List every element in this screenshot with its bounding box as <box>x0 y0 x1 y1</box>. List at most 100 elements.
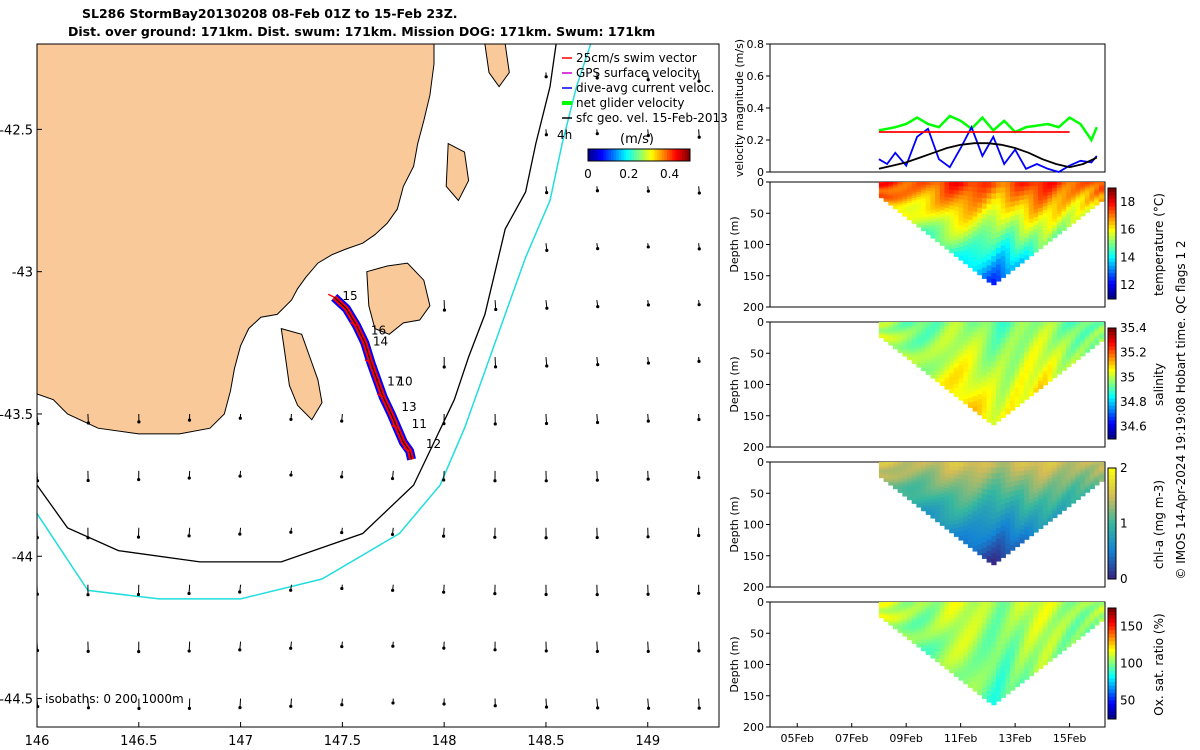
section-cell <box>1019 624 1025 630</box>
section-cell <box>1010 211 1016 217</box>
section-cell <box>1066 191 1072 195</box>
section-cell <box>1005 253 1011 260</box>
section-cell <box>930 353 936 357</box>
section-cell <box>883 478 889 480</box>
section-cell <box>1094 342 1100 345</box>
legend-item: 25cm/s swim vector <box>576 51 697 65</box>
section-cell <box>892 329 899 332</box>
section-cell <box>1005 462 1011 468</box>
section-cell <box>1056 356 1063 361</box>
section-cell <box>1028 502 1035 508</box>
section-cell <box>1000 514 1006 521</box>
section-cell <box>1024 466 1030 472</box>
section-cell <box>1033 220 1039 226</box>
section-cell <box>991 182 997 189</box>
section-cell <box>1033 621 1039 626</box>
current-vector-head <box>646 592 650 596</box>
section-cell <box>911 361 917 364</box>
section-cell <box>1084 620 1091 623</box>
section-cell <box>1084 613 1091 616</box>
section-cell <box>935 361 941 366</box>
section-cell <box>1028 531 1035 537</box>
section-cell <box>878 335 885 338</box>
section-cell <box>995 673 1002 680</box>
section-cell <box>1038 624 1044 629</box>
section-cell <box>878 472 885 474</box>
section-cell <box>878 466 885 468</box>
section-cell <box>1066 626 1072 630</box>
section-cell <box>991 530 997 537</box>
section-cell <box>930 489 936 494</box>
section-cell <box>1038 487 1044 493</box>
section-cell <box>911 349 917 353</box>
section-cell <box>1038 233 1044 238</box>
section-cell <box>925 502 932 507</box>
section-cell <box>1042 213 1049 218</box>
section-cell <box>1066 462 1072 466</box>
section-cell <box>953 523 960 529</box>
section-cell <box>1019 199 1025 206</box>
section-cell <box>963 380 969 387</box>
section-cell <box>902 492 908 495</box>
section-cell <box>902 323 908 327</box>
section-cell <box>911 478 917 481</box>
section-cell <box>995 516 1002 524</box>
section-cell <box>911 331 917 335</box>
section-cell <box>935 618 941 623</box>
section-cell <box>958 352 964 358</box>
section-cell <box>1094 464 1100 467</box>
section-cell <box>1094 324 1100 327</box>
section-cell <box>1019 660 1025 666</box>
section-cell <box>1000 628 1006 635</box>
section-cell <box>1084 472 1091 475</box>
section-cell <box>1019 651 1025 657</box>
section-cell <box>1075 497 1081 500</box>
section-cell <box>878 611 885 614</box>
section-cell <box>1070 360 1077 364</box>
section-cell <box>1005 678 1011 685</box>
section-cell <box>1070 333 1077 337</box>
section-cell <box>958 492 964 498</box>
section-cell <box>977 627 983 634</box>
section-cell <box>1066 349 1072 353</box>
section-cell <box>888 477 894 480</box>
section-cell <box>1000 390 1006 397</box>
section-cell <box>892 618 899 621</box>
section-cell <box>1094 339 1100 342</box>
section-cell <box>892 475 899 478</box>
section-cell <box>1014 233 1020 239</box>
section-cell <box>1010 356 1016 362</box>
section-cell <box>921 502 927 506</box>
section-cell <box>972 546 978 552</box>
section-cell <box>967 504 974 510</box>
section-cell <box>911 211 917 215</box>
section-cell <box>921 505 927 509</box>
section-cell <box>892 624 899 627</box>
section-cell <box>944 325 950 331</box>
section-cell <box>1089 339 1095 342</box>
section-cell <box>1000 272 1006 278</box>
current-vector-head <box>289 530 293 534</box>
current-vector-head <box>137 420 141 424</box>
section-cell <box>935 615 941 620</box>
section-cell <box>897 348 903 352</box>
section-cell <box>1038 649 1044 655</box>
section-cell <box>1066 201 1072 205</box>
section-y-tick-label: 100 <box>743 239 764 252</box>
section-cell <box>1089 472 1095 475</box>
section-cell <box>967 262 974 268</box>
section-cell <box>921 330 927 334</box>
section-cell <box>949 609 955 615</box>
colorbar-cell <box>605 149 609 161</box>
section-cell <box>1089 473 1095 476</box>
section-cell <box>953 330 960 335</box>
section-cell <box>921 475 927 479</box>
section-cell <box>1014 663 1020 669</box>
section-cell <box>981 214 988 221</box>
section-cell <box>1014 322 1020 328</box>
colorbar-cell <box>636 149 640 161</box>
section-cell <box>1098 199 1105 201</box>
section-cell <box>1056 508 1063 512</box>
section-cell <box>1066 206 1072 210</box>
section-cell <box>1098 618 1105 620</box>
